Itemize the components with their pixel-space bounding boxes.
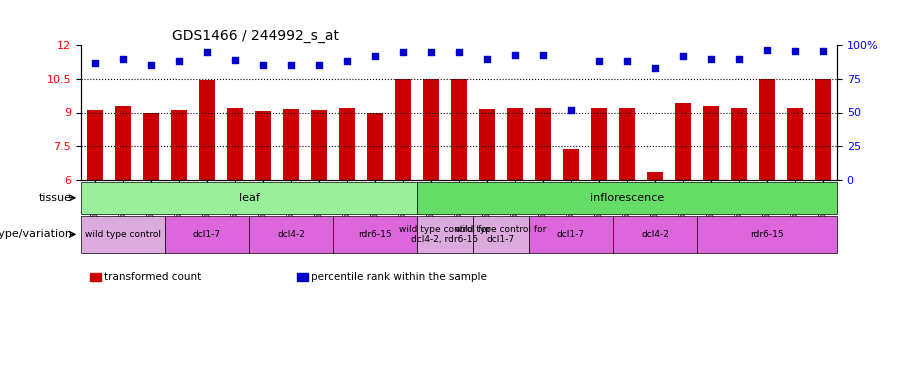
Point [452, 49, 466, 55]
Point [592, 58, 607, 64]
Text: rdr6-15: rdr6-15 [358, 230, 392, 239]
Bar [590, 108, 608, 180]
Text: wild type control for
dcl4-2, rdr6-15: wild type control for dcl4-2, rdr6-15 [400, 225, 491, 244]
Text: wild type control: wild type control [85, 230, 161, 239]
Bar [479, 109, 495, 180]
Point [815, 48, 830, 54]
Point [340, 58, 355, 64]
Text: wild type control for
dcl1-7: wild type control for dcl1-7 [455, 225, 546, 244]
Bar [199, 80, 215, 180]
Bar [394, 79, 411, 180]
Point [396, 49, 410, 55]
Bar [283, 109, 300, 180]
Point [508, 52, 522, 58]
Point [676, 53, 690, 59]
Bar [451, 79, 467, 180]
Bar [227, 108, 243, 180]
Bar [731, 108, 747, 180]
Bar [366, 112, 383, 180]
Text: genotype/variation: genotype/variation [0, 230, 72, 239]
Point [256, 62, 270, 68]
Point [311, 62, 326, 68]
Bar [814, 79, 832, 180]
Text: dcl1-7: dcl1-7 [193, 230, 221, 239]
Point [424, 49, 438, 55]
Point [536, 52, 550, 58]
Text: tissue: tissue [39, 193, 72, 203]
Text: transformed count: transformed count [104, 273, 202, 282]
Point [200, 49, 214, 55]
Bar [338, 108, 356, 180]
Bar [618, 108, 635, 180]
Bar [86, 110, 104, 180]
Bar [703, 106, 719, 180]
Bar [646, 172, 663, 180]
Bar [114, 106, 131, 180]
Text: percentile rank within the sample: percentile rank within the sample [311, 273, 487, 282]
Text: inflorescence: inflorescence [590, 193, 664, 203]
Bar [759, 79, 776, 180]
Text: dcl4-2: dcl4-2 [277, 230, 305, 239]
Point [480, 56, 494, 62]
Point [116, 56, 130, 62]
Point [760, 46, 774, 53]
Text: dcl4-2: dcl4-2 [641, 230, 669, 239]
Text: GDS1466 / 244992_s_at: GDS1466 / 244992_s_at [172, 28, 338, 43]
Point [228, 57, 242, 63]
Bar [675, 104, 691, 180]
Bar [787, 108, 804, 180]
Bar [423, 79, 439, 180]
Point [368, 53, 382, 59]
Bar [535, 108, 552, 180]
Point [648, 64, 662, 70]
Bar [171, 110, 187, 180]
Point [88, 60, 103, 66]
Point [563, 107, 578, 113]
Point [620, 58, 634, 64]
Point [172, 58, 186, 64]
Bar [142, 112, 159, 180]
Point [788, 48, 802, 54]
Point [704, 56, 718, 62]
Bar [507, 108, 524, 180]
Point [144, 62, 158, 68]
Text: dcl1-7: dcl1-7 [557, 230, 585, 239]
Bar [562, 148, 580, 180]
Bar [255, 111, 272, 180]
Point [284, 62, 298, 68]
Point [732, 56, 746, 62]
Text: rdr6-15: rdr6-15 [751, 230, 784, 239]
Text: leaf: leaf [238, 193, 259, 203]
Bar [310, 110, 328, 180]
